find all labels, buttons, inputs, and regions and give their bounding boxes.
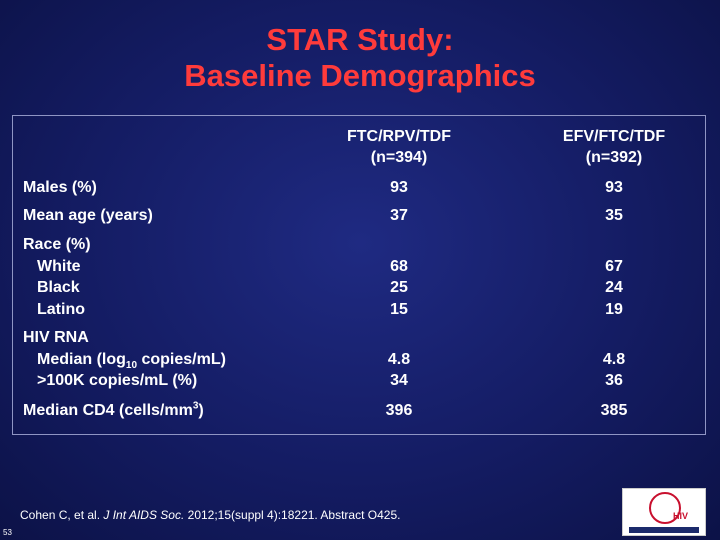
- title-line-1: STAR Study:: [266, 22, 454, 57]
- slide-number: 53: [3, 528, 12, 537]
- row-label-age: Mean age (years): [23, 207, 153, 224]
- cell-males-1: 93: [390, 179, 408, 196]
- row-label-median-log: Median (log10 copies/mL): [37, 351, 226, 372]
- column-header-1: FTC/RPV/TDF (n=394): [299, 126, 499, 168]
- column-name: FTC/RPV/TDF: [347, 128, 451, 145]
- demographics-table: FTC/RPV/TDF (n=394) EFV/FTC/TDF (n=392) …: [12, 115, 706, 435]
- cell-white-1: 68: [390, 258, 408, 275]
- hiv-logo: HIV: [622, 488, 706, 536]
- citation: Cohen C, et al. J Int AIDS Soc. 2012;15(…: [20, 508, 401, 522]
- cell-over-100k-2: 36: [605, 372, 623, 389]
- cell-over-100k-1: 34: [390, 372, 408, 389]
- row-label-males: Males (%): [23, 179, 97, 196]
- logo-text: HIV: [673, 511, 689, 521]
- row-label-cd4: Median CD4 (cells/mm3): [23, 400, 204, 419]
- cell-white-2: 67: [605, 258, 623, 275]
- cell-latino-1: 15: [390, 301, 408, 318]
- cell-cd4-1: 396: [385, 402, 413, 419]
- column-n: (n=392): [585, 149, 643, 166]
- logo-ring-icon: [649, 492, 681, 524]
- column-n: (n=394): [370, 149, 428, 166]
- row-label-black: Black: [37, 279, 80, 296]
- cell-age-1: 37: [390, 207, 408, 224]
- cell-cd4-2: 385: [600, 402, 628, 419]
- row-label-latino: Latino: [37, 301, 85, 318]
- row-label-over-100k: >100K copies/mL (%): [37, 372, 198, 389]
- row-label-white: White: [37, 258, 81, 275]
- cell-black-1: 25: [390, 279, 408, 296]
- column-header-2: EFV/FTC/TDF (n=392): [514, 126, 714, 168]
- logo-bar: [629, 527, 699, 533]
- row-label-race: Race (%): [23, 236, 91, 253]
- slide-title: STAR Study: Baseline Demographics: [0, 22, 720, 94]
- title-line-2: Baseline Demographics: [184, 58, 536, 93]
- row-label-hiv-rna: HIV RNA: [23, 329, 89, 346]
- cell-median-log-2: 4.8: [602, 351, 626, 368]
- cell-black-2: 24: [605, 279, 623, 296]
- cell-median-log-1: 4.8: [387, 351, 411, 368]
- column-name: EFV/FTC/TDF: [562, 128, 666, 145]
- cell-latino-2: 19: [605, 301, 623, 318]
- cell-age-2: 35: [605, 207, 623, 224]
- cell-males-2: 93: [605, 179, 623, 196]
